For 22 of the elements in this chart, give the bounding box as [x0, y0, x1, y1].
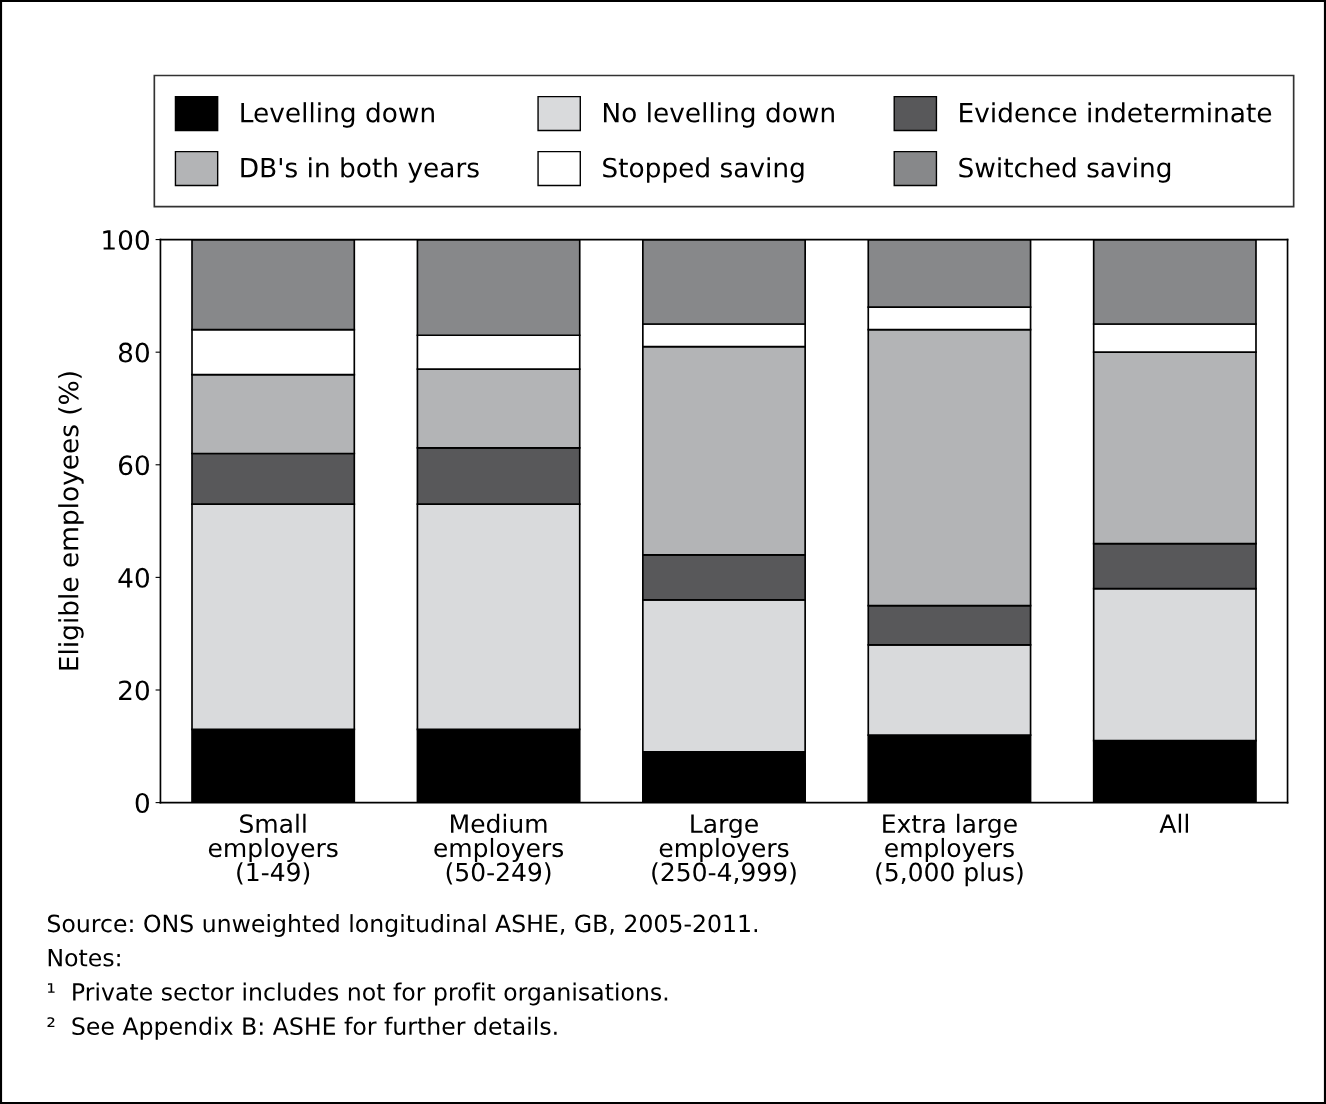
x-tick-label: All	[1159, 813, 1188, 833]
y-tick-label: 80	[118, 342, 149, 363]
legend-label: Evidence indeterminate	[960, 102, 1272, 123]
source-note: Source: ONS unweighted longitudinal ASHE, GB, 2005-2011.	[47, 914, 758, 937]
y-tick-label: 60	[118, 455, 149, 476]
legend-label: Switched saving	[959, 157, 1171, 183]
x-tick-label: Extra large employers (5,000 plus)	[876, 813, 1023, 887]
y-tick-label: 40	[118, 567, 149, 588]
x-tick-label: Medium employers (50-249)	[434, 813, 564, 885]
legend-label: Stopped saving	[603, 157, 804, 183]
x-tick-label: Large employers (250-4,999)	[652, 814, 796, 885]
text: ² See Appendix B: ASHE for further details.	[47, 1016, 557, 1040]
y-axis-title: Eligible employees (%)	[58, 372, 84, 670]
y-tick-label: 100	[103, 230, 149, 250]
y-tick-label: 0	[135, 793, 149, 814]
y-tick-label: 20	[119, 680, 149, 701]
legend-label: Levelling down	[241, 102, 434, 128]
x-tick-label: Small employers (1-49)	[208, 813, 338, 885]
legend-label: No levelling down	[603, 102, 834, 128]
legend-label: DB's in both years	[241, 157, 479, 183]
text: ¹ Private sector includes not for profit organisations.	[47, 982, 668, 1006]
text: Notes:	[48, 949, 120, 967]
